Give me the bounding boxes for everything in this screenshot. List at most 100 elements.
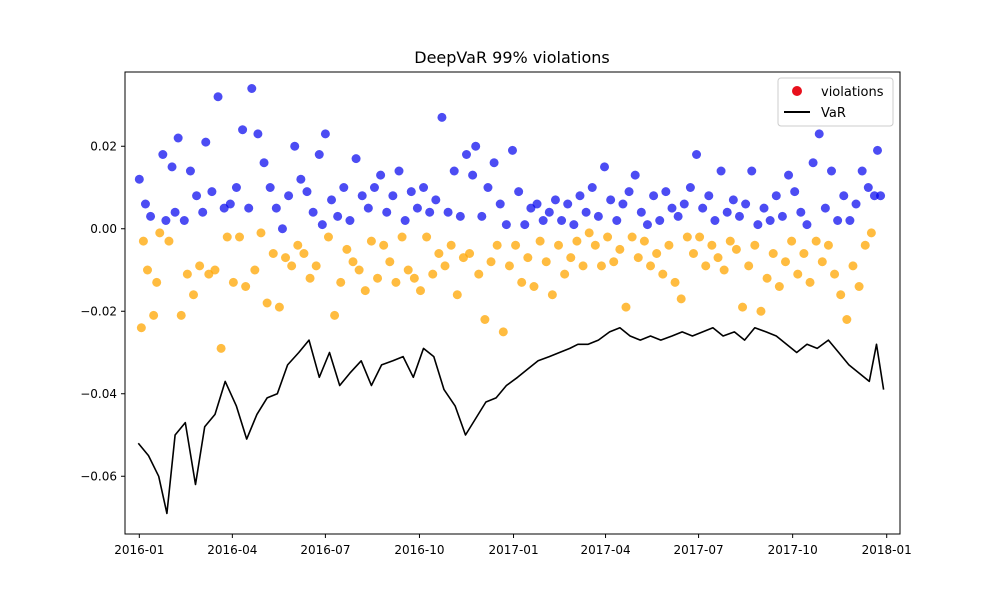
return-point bbox=[738, 302, 748, 312]
return-point bbox=[618, 199, 628, 209]
return-point bbox=[431, 195, 441, 205]
return-point bbox=[652, 249, 662, 258]
y-tick-label: 0.00 bbox=[90, 222, 117, 236]
return-point bbox=[787, 236, 797, 246]
return-point bbox=[480, 315, 490, 324]
return-point bbox=[793, 269, 803, 279]
return-point bbox=[676, 294, 686, 304]
return-point bbox=[845, 216, 855, 225]
return-point bbox=[854, 282, 864, 291]
return-point bbox=[836, 290, 846, 300]
return-point bbox=[489, 158, 499, 168]
return-point bbox=[385, 257, 395, 267]
x-tick-label: 2016-10 bbox=[394, 543, 444, 557]
return-point bbox=[492, 240, 502, 250]
return-point bbox=[600, 162, 610, 172]
axes-frame bbox=[124, 71, 901, 535]
y-axis: −0.06 −0.04 −0.02 0.00 0.02 bbox=[80, 139, 125, 483]
var-line-layer bbox=[137, 326, 885, 515]
return-point bbox=[235, 232, 245, 242]
return-point bbox=[152, 277, 162, 287]
return-point bbox=[876, 191, 886, 201]
return-point bbox=[569, 220, 579, 230]
return-point bbox=[612, 216, 622, 225]
return-point bbox=[250, 265, 260, 275]
return-point bbox=[345, 216, 355, 225]
return-point bbox=[713, 253, 723, 263]
x-tick-label: 2017-10 bbox=[768, 543, 818, 557]
return-point bbox=[369, 183, 379, 192]
return-point bbox=[373, 273, 383, 283]
return-point bbox=[805, 277, 815, 287]
return-point bbox=[784, 170, 794, 180]
return-point bbox=[833, 216, 843, 225]
return-point bbox=[790, 187, 800, 197]
return-point bbox=[142, 265, 152, 275]
return-point bbox=[615, 244, 625, 254]
return-point bbox=[446, 240, 456, 250]
return-point bbox=[382, 207, 392, 217]
return-point bbox=[164, 236, 174, 246]
return-point bbox=[636, 207, 646, 217]
return-point bbox=[320, 129, 330, 139]
x-tick-label: 2018-01 bbox=[862, 543, 912, 557]
return-point bbox=[415, 286, 425, 296]
return-point bbox=[195, 261, 205, 271]
return-point bbox=[314, 150, 324, 159]
return-point bbox=[238, 125, 248, 135]
x-tick-label: 2017-01 bbox=[488, 543, 538, 557]
return-point bbox=[501, 220, 511, 230]
return-point bbox=[495, 199, 505, 209]
return-point bbox=[277, 224, 287, 234]
return-point bbox=[667, 203, 677, 213]
return-point bbox=[179, 216, 189, 225]
return-point bbox=[566, 253, 576, 263]
x-tick-label: 2017-04 bbox=[580, 543, 630, 557]
return-point bbox=[440, 261, 450, 271]
return-point bbox=[839, 191, 849, 201]
return-point bbox=[452, 290, 462, 300]
return-point bbox=[419, 183, 429, 192]
return-point bbox=[225, 199, 235, 209]
return-point bbox=[357, 191, 367, 201]
return-point bbox=[360, 286, 370, 296]
return-point bbox=[759, 203, 769, 213]
return-point bbox=[710, 216, 720, 225]
x-tick-label: 2017-07 bbox=[674, 543, 724, 557]
return-point bbox=[557, 216, 567, 225]
return-point bbox=[468, 170, 478, 180]
return-point bbox=[504, 261, 514, 271]
return-point bbox=[873, 145, 883, 155]
return-point bbox=[728, 195, 738, 205]
return-point bbox=[584, 228, 594, 238]
return-point bbox=[327, 195, 337, 205]
legend: violations VaR bbox=[777, 77, 894, 127]
return-point bbox=[750, 240, 760, 250]
return-point bbox=[167, 162, 177, 172]
return-point bbox=[661, 187, 671, 197]
return-point bbox=[695, 232, 705, 242]
return-point bbox=[437, 112, 447, 122]
return-point bbox=[274, 302, 284, 312]
return-point bbox=[547, 290, 557, 300]
return-point bbox=[268, 249, 278, 258]
return-point bbox=[241, 282, 251, 291]
return-point bbox=[207, 187, 217, 197]
return-point bbox=[247, 84, 257, 93]
return-point bbox=[465, 249, 475, 258]
return-point bbox=[747, 166, 757, 176]
return-point bbox=[762, 273, 772, 283]
return-point bbox=[777, 211, 787, 221]
return-point bbox=[863, 183, 873, 192]
return-point bbox=[538, 216, 548, 225]
return-point bbox=[826, 166, 836, 176]
return-point bbox=[216, 343, 226, 353]
return-point bbox=[422, 232, 432, 242]
return-point bbox=[596, 261, 606, 271]
return-point bbox=[609, 257, 619, 267]
return-point bbox=[425, 207, 435, 217]
return-point bbox=[394, 166, 404, 176]
plot-area bbox=[124, 71, 901, 535]
return-point bbox=[388, 191, 398, 201]
